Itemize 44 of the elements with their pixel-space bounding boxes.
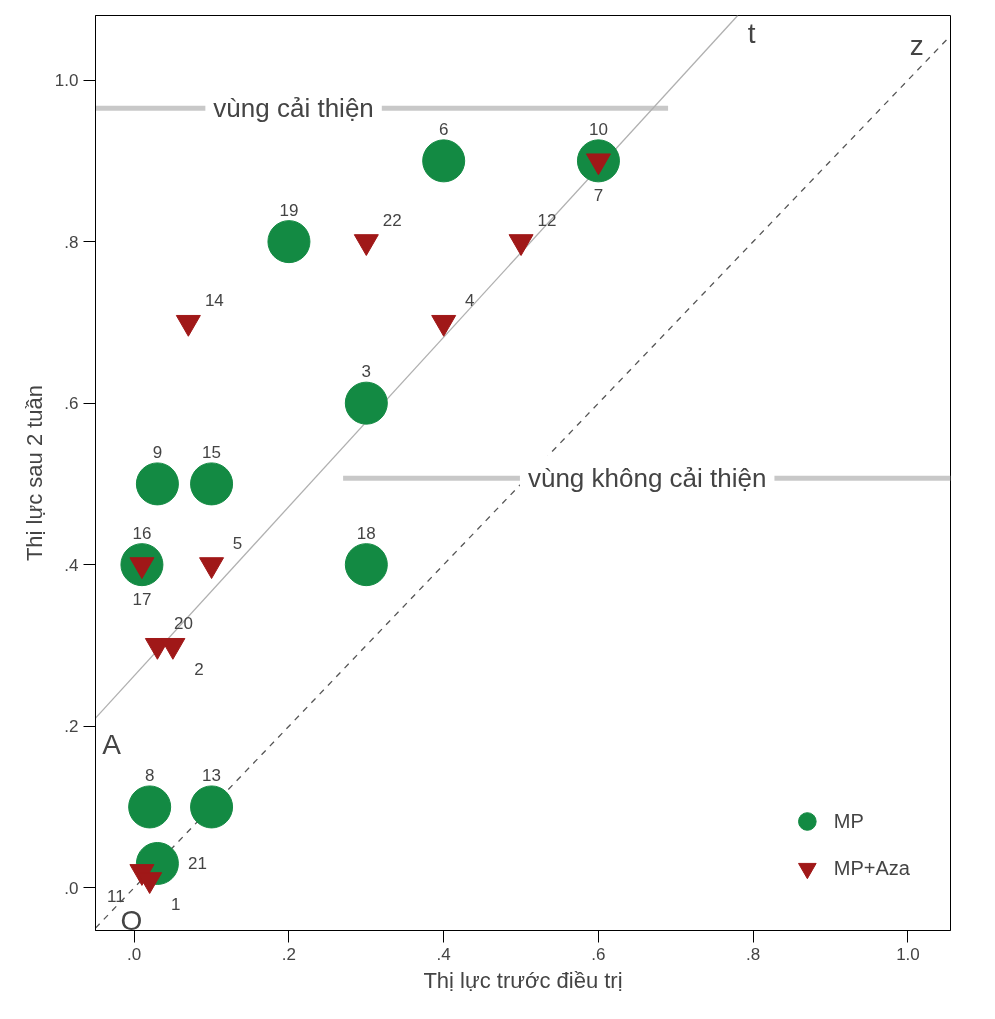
y-tick-label: .8 — [64, 232, 79, 252]
y-tick-label: .0 — [64, 878, 79, 898]
annotation: 10 — [588, 119, 608, 139]
annotation: 14 — [204, 291, 224, 311]
y-axis-title: Thị lực sau 2 tuần — [21, 384, 47, 562]
annotation: 18 — [356, 523, 376, 543]
x-tick-label: 1.0 — [896, 944, 920, 964]
annotation: 15 — [202, 442, 222, 462]
x-tick-label: .2 — [281, 944, 297, 964]
annotation: vùng không cải thiện — [527, 463, 767, 494]
annotation: 4 — [464, 291, 475, 311]
annotation: 20 — [173, 614, 193, 634]
annotation: 8 — [144, 765, 155, 785]
annotation: O — [120, 904, 143, 936]
annotation: 13 — [202, 765, 222, 785]
annotation: 5 — [232, 533, 243, 553]
annotation: 12 — [537, 210, 557, 230]
x-tick-label: .8 — [746, 944, 761, 964]
annotation: 7 — [593, 185, 604, 205]
annotation: 3 — [361, 362, 372, 382]
y-tick-label: .4 — [64, 555, 79, 575]
x-tick-label: .6 — [591, 944, 606, 964]
y-tick-label: .6 — [64, 394, 79, 414]
annotation: 22 — [382, 210, 402, 230]
annotation: 2 — [194, 660, 204, 680]
y-tick-label: 1.0 — [54, 71, 79, 91]
annotation: 17 — [132, 589, 152, 609]
annotation: t — [747, 18, 756, 49]
annotation: 9 — [152, 442, 163, 462]
annotation: 19 — [279, 200, 299, 220]
legend-label: MP — [833, 809, 864, 833]
x-tick-label: .0 — [127, 944, 142, 964]
annotation: z — [909, 30, 924, 62]
legend-label: MP+Aza — [833, 856, 910, 880]
annotation: 11 — [107, 886, 125, 906]
annotation: 1 — [170, 894, 181, 914]
annotation: vùng cải thiện — [213, 93, 374, 124]
annotation: 16 — [132, 523, 152, 543]
annotation: 21 — [187, 854, 207, 874]
x-tick-label: .4 — [436, 944, 451, 964]
annotation: 6 — [438, 119, 449, 139]
x-axis-title: Thị lực trước điều trị — [423, 967, 623, 993]
y-tick-label: .2 — [64, 717, 79, 737]
annotation: A — [102, 728, 122, 760]
